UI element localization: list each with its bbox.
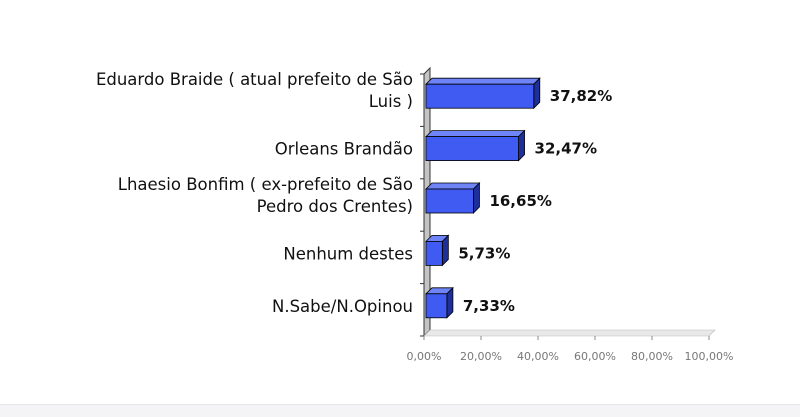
bar-top <box>425 77 541 85</box>
chart-floor <box>423 329 716 337</box>
data-label: 5,73% <box>458 244 510 262</box>
category-label: Orleans Brandão <box>275 140 413 159</box>
x-tick-label: 0,00% <box>407 350 442 363</box>
bar <box>425 83 535 109</box>
data-label: 7,33% <box>463 297 515 315</box>
x-tick-label: 80,00% <box>631 350 673 363</box>
x-tick-label: 60,00% <box>574 350 616 363</box>
bar <box>425 188 474 214</box>
category-label: Pedro dos Crentes) <box>257 197 413 216</box>
category-label: Eduardo Braide ( atual prefeito de São <box>96 70 413 89</box>
bar-chart: 0,00% 20,00% 40,00% 60,00% 80,00% 100,00% 37,8… <box>96 66 734 363</box>
data-label: 16,65% <box>489 192 551 210</box>
data-label: 32,47% <box>535 140 597 158</box>
bar-top <box>425 130 526 138</box>
x-tick-label: 100,00% <box>685 350 734 363</box>
category-label: Lhaesio Bonfim ( ex-prefeito de São <box>118 175 413 194</box>
category-label: N.Sabe/N.Opinou <box>272 297 413 316</box>
bar-top <box>425 182 481 190</box>
bar <box>425 136 519 162</box>
bar <box>425 293 448 319</box>
bar <box>425 240 443 266</box>
bottom-divider <box>0 404 800 417</box>
category-label: Nenhum destes <box>283 244 413 263</box>
category-label: Luis ) <box>369 92 413 111</box>
x-tick-label: 40,00% <box>517 350 559 363</box>
x-tick-label: 20,00% <box>460 350 502 363</box>
data-label: 37,82% <box>550 87 612 105</box>
